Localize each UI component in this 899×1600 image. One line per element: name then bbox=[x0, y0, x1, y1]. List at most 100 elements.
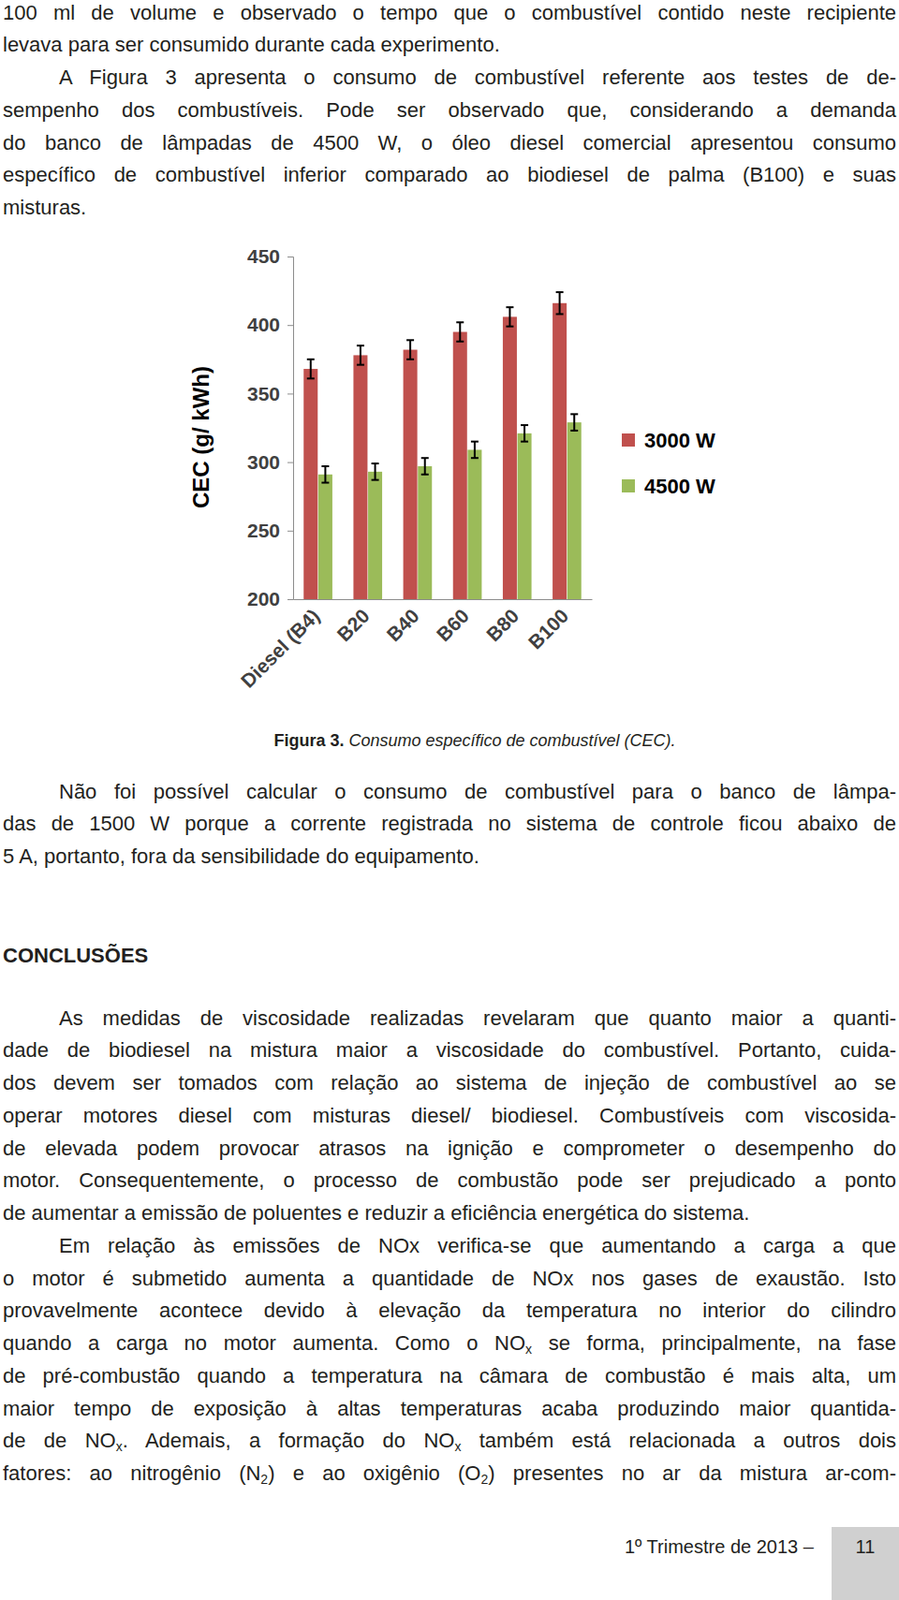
y-tick: 350 bbox=[247, 383, 294, 405]
footer-page-number: 11 bbox=[831, 1533, 899, 1561]
bar bbox=[303, 368, 318, 600]
y-axis-title: CEC (g/ kWh) bbox=[188, 366, 214, 509]
text-line: sempenho dos combustíveis. Pode ser obse… bbox=[2, 93, 897, 127]
error-bar-stem bbox=[559, 292, 561, 314]
x-tick-label: B40 bbox=[382, 604, 424, 647]
text-line: As medidas de viscosidade realizadas rev… bbox=[58, 1002, 897, 1035]
text-run: . Ademais, a formação do NO bbox=[122, 1429, 456, 1453]
error-bar-cap bbox=[570, 412, 578, 415]
error-bar-cap bbox=[421, 473, 429, 476]
text-line: do banco de lâmpadas de 4500 W, o óleo d… bbox=[2, 126, 897, 160]
text-run: Não foi possível calcular o consumo de c… bbox=[58, 780, 897, 804]
bar bbox=[368, 471, 383, 600]
text-run: ) e ao oxigênio (O bbox=[267, 1461, 481, 1486]
text-line: fatores: ao nitrogênio (N2) e ao oxigêni… bbox=[2, 1457, 897, 1490]
bar bbox=[417, 466, 432, 600]
y-tick-mark bbox=[287, 256, 294, 258]
x-tick-label: B80 bbox=[482, 604, 524, 647]
text-line: misturas. bbox=[2, 191, 897, 224]
text-line: operar motores diesel com misturas diese… bbox=[2, 1099, 897, 1133]
error-bar bbox=[371, 463, 380, 481]
y-tick: 300 bbox=[247, 451, 294, 473]
text-run: também está relacionada a outros dois bbox=[460, 1429, 897, 1453]
y-tick-label: 300 bbox=[247, 451, 281, 473]
legend-swatch bbox=[621, 479, 635, 493]
x-tick-label: B60 bbox=[432, 604, 474, 647]
text-run: o motor é submetido aumenta a quantidade… bbox=[2, 1267, 897, 1291]
x-tick-label: B100 bbox=[524, 604, 574, 654]
subscript: x bbox=[525, 1341, 532, 1357]
error-bar-cap bbox=[307, 377, 315, 380]
error-bar-stem bbox=[458, 322, 461, 341]
y-tick-label: 250 bbox=[247, 519, 281, 542]
caption-label: Figura 3. bbox=[273, 731, 344, 751]
text-line: 5 A, portanto, fora da sensibilidade do … bbox=[2, 840, 897, 873]
error-bar-cap bbox=[406, 358, 414, 361]
text-run: operar motores diesel com misturas diese… bbox=[2, 1104, 897, 1128]
text-line: dos devem ser tomados com relação ao sis… bbox=[2, 1066, 897, 1100]
error-bar-cap bbox=[520, 424, 529, 427]
y-tick-label: 450 bbox=[247, 245, 281, 267]
text-run: ) presentes no ar da mistura ar-com- bbox=[487, 1461, 897, 1486]
text-line: de elevada podem provocar atrasos na ign… bbox=[2, 1132, 897, 1165]
x-tick: B100 bbox=[524, 604, 574, 654]
text-run: levava para ser consumido durante cada e… bbox=[2, 32, 501, 57]
bar bbox=[318, 474, 333, 600]
error-bar bbox=[556, 292, 564, 314]
error-bar-stem bbox=[473, 442, 476, 459]
section-heading: CONCLUSÕES bbox=[2, 939, 148, 973]
text-run: específico de combustível inferior compa… bbox=[2, 162, 897, 187]
error-bar-stem bbox=[359, 345, 362, 365]
text-run: 100 ml de volume e observado o tempo que… bbox=[2, 0, 897, 25]
text-run: dos devem ser tomados com relação ao sis… bbox=[2, 1071, 897, 1095]
bar bbox=[353, 354, 368, 600]
error-bar-cap bbox=[421, 456, 429, 459]
error-bar bbox=[456, 322, 464, 341]
error-bar-cap bbox=[356, 344, 365, 347]
text-run: sempenho dos combustíveis. Pode ser obse… bbox=[2, 98, 897, 122]
error-bar-stem bbox=[523, 425, 526, 443]
error-bar-cap bbox=[371, 462, 380, 465]
error-bar-stem bbox=[508, 307, 511, 326]
text-run: dade de biodiesel na mistura maior a vis… bbox=[2, 1038, 897, 1062]
caption-text: Consumo específico de combustível (CEC). bbox=[348, 731, 676, 751]
error-bar-cap bbox=[321, 482, 329, 485]
y-axis: 200250300350400450 bbox=[247, 245, 295, 610]
text-run: motor. Consequentemente, o processo de c… bbox=[2, 1168, 897, 1193]
footer-issue: 1º Trimestre de 2013 – bbox=[624, 1533, 814, 1561]
x-tick-label: B20 bbox=[332, 604, 374, 647]
error-bar-cap bbox=[520, 441, 529, 443]
error-bar bbox=[421, 457, 429, 475]
y-tick-mark bbox=[287, 324, 294, 326]
legend-label: 4500 W bbox=[644, 474, 716, 499]
text-line: de aumentar a emissão de poluentes e red… bbox=[2, 1196, 897, 1230]
x-tick-label: Diesel (B4) bbox=[236, 604, 325, 693]
text-run: 5 A, portanto, fora da sensibilidade do … bbox=[2, 844, 480, 869]
text-run: de aumentar a emissão de poluentes e red… bbox=[2, 1201, 750, 1225]
y-tick-mark bbox=[287, 462, 294, 464]
text-run: misturas. bbox=[2, 195, 87, 220]
x-tick: B40 bbox=[382, 604, 424, 647]
text-line: motor. Consequentemente, o processo de c… bbox=[2, 1164, 897, 1197]
text-run: provavelmente acontece devido à elevação… bbox=[2, 1298, 897, 1323]
text-run: de de NO bbox=[2, 1429, 117, 1453]
legend-swatch bbox=[621, 433, 635, 447]
error-bar bbox=[505, 307, 514, 326]
error-bar bbox=[406, 339, 414, 359]
error-bar-cap bbox=[556, 291, 564, 294]
subscript: x bbox=[116, 1439, 123, 1455]
error-bar-cap bbox=[505, 306, 514, 309]
bar bbox=[552, 303, 567, 600]
error-bar bbox=[356, 345, 365, 365]
text-line: das de 1500 W porque a corrente registra… bbox=[2, 807, 897, 841]
y-tick-label: 200 bbox=[247, 588, 281, 610]
text-line: específico de combustível inferior compa… bbox=[2, 158, 897, 192]
subscript: 2 bbox=[260, 1472, 268, 1488]
error-bar-cap bbox=[307, 358, 315, 361]
text-line: 100 ml de volume e observado o tempo que… bbox=[2, 0, 897, 30]
text-line: o motor é submetido aumenta a quantidade… bbox=[2, 1262, 897, 1296]
x-tick: B80 bbox=[482, 604, 524, 647]
y-axis-line bbox=[287, 257, 295, 601]
error-bar-stem bbox=[309, 359, 312, 379]
error-bar-stem bbox=[409, 339, 412, 359]
